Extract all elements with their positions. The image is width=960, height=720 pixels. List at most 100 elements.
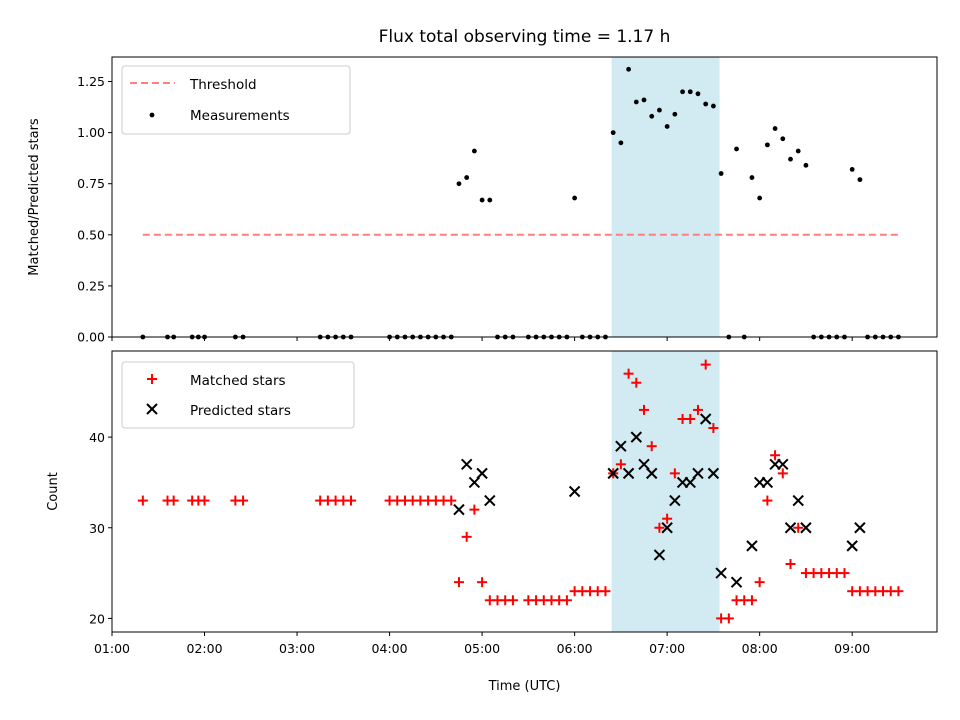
measurement-point (695, 91, 701, 97)
bottom-panel: 20 30 40 01:00 02:00 03:00 04:00 05:00 06:00 07:0… (46, 350, 938, 694)
matched-star-point (754, 577, 765, 588)
predicted-star-point (615, 440, 627, 452)
matched-star-point (723, 613, 734, 624)
predicted-star-point (684, 476, 696, 489)
predicted-star-point (692, 467, 704, 480)
matched-star-point (639, 404, 650, 415)
legend-matched-swatch (147, 374, 157, 384)
predicted-star-point (484, 494, 496, 507)
measurement-point (610, 130, 616, 136)
matched-star-point (561, 595, 572, 606)
measurement-point (749, 175, 755, 180)
matched-star-point (762, 495, 773, 506)
predicted-star-point (460, 458, 473, 471)
measurement-point (649, 113, 655, 119)
measurement-point (711, 103, 716, 109)
measurement-point (795, 148, 801, 154)
bottom-ticks: 20 30 40 01:00 02:00 03:00 04:00 05:00 06:00 07:0… (89, 430, 870, 656)
predicted-star-point (669, 494, 681, 507)
bottom-y-axis-label: Count (46, 472, 61, 511)
matched-star-point (168, 495, 179, 506)
matched-star-point (469, 504, 480, 515)
predicted-star-point (761, 476, 774, 489)
matched-star-point (777, 468, 788, 479)
matched-star-point (446, 495, 457, 506)
star-count-points (137, 359, 904, 624)
measurement-point (664, 124, 670, 129)
matched-star-point (770, 450, 781, 461)
top-y-tick-label: 0.50 (77, 227, 105, 242)
predicted-star-point (630, 431, 643, 443)
predicted-star-point (699, 413, 712, 425)
bottom-frame (111, 350, 938, 633)
bottom-x-tick-label: 04:00 (372, 641, 408, 656)
predicted-star-point (800, 522, 812, 534)
matched-star-point (199, 495, 210, 506)
legend-x-marker (146, 403, 158, 415)
predicted-star-point (854, 522, 866, 534)
bottom-y-tick-label: 40 (89, 430, 105, 445)
measurement-point (788, 156, 793, 162)
x-axis-label: Time (UTC) (488, 679, 561, 694)
matched-star-point (631, 377, 642, 388)
measurement-point (626, 66, 631, 72)
matched-star-point (477, 577, 488, 588)
measurement-point (641, 97, 647, 103)
legend-measurements-label: Measurements (190, 108, 290, 124)
matched-star-point (646, 441, 657, 452)
measurement-point (464, 175, 470, 180)
measurement-point (849, 167, 855, 172)
matched-star-point (839, 568, 850, 579)
predicted-star-point (792, 494, 804, 507)
matched-star-point (785, 559, 796, 570)
predicted-star-point (622, 467, 635, 480)
measurement-point (471, 148, 477, 154)
predicted-star-point (568, 485, 581, 498)
matched-star-point (654, 522, 665, 533)
predicted-star-point (468, 476, 481, 489)
predicted-star-point (661, 522, 673, 534)
measurement-point (772, 126, 778, 131)
bottom-y-tick-label: 20 (89, 611, 105, 626)
bottom-x-tick-label: 02:00 (187, 641, 223, 656)
matched-star-point (669, 468, 680, 479)
bottom-x-tick-label: 06:00 (557, 641, 593, 656)
matched-star-point (453, 577, 464, 588)
predicted-star-point (784, 522, 797, 534)
matched-star-point (700, 359, 711, 370)
bottom-x-tick-label: 01:00 (94, 641, 130, 656)
bottom-x-tick-label: 07:00 (649, 641, 685, 656)
legend-threshold-label: Threshold (189, 77, 257, 93)
legend-plus-marker (147, 374, 157, 384)
top-y-tick-label: 0.75 (77, 176, 105, 191)
measurement-point (687, 89, 693, 95)
measurement-point (764, 142, 770, 148)
bottom-x-tick-label: 08:00 (742, 641, 778, 656)
measurement-point (456, 181, 462, 187)
measurement-point (618, 140, 624, 146)
measurement-point (657, 107, 662, 113)
predicted-star-point (476, 467, 488, 480)
top-y-tick-label: 0.25 (77, 278, 105, 293)
measurement-point (479, 197, 485, 203)
matched-star-point (615, 459, 626, 470)
top-y-tick-label: 0.00 (77, 330, 105, 345)
matched-star-point (685, 413, 696, 424)
legend-matched-label: Matched stars (190, 373, 286, 389)
predicted-star-point (607, 467, 619, 480)
legend-predicted-label: Predicted stars (190, 403, 291, 419)
predicted-star-point (653, 549, 666, 561)
predicted-star-point (846, 540, 858, 552)
measurement-point (857, 177, 863, 183)
top-legend: Threshold Measurements (121, 65, 351, 135)
measurement-point (633, 99, 639, 105)
predicted-star-point (777, 458, 789, 471)
predicted-star-point (746, 540, 758, 552)
measurement-point (757, 195, 763, 201)
top-frame (111, 56, 938, 338)
measurement-point (734, 146, 739, 152)
matched-star-point (893, 586, 904, 597)
chart-title: Flux total observing time = 1.17 h (379, 27, 671, 47)
predicted-star-point (730, 576, 743, 588)
